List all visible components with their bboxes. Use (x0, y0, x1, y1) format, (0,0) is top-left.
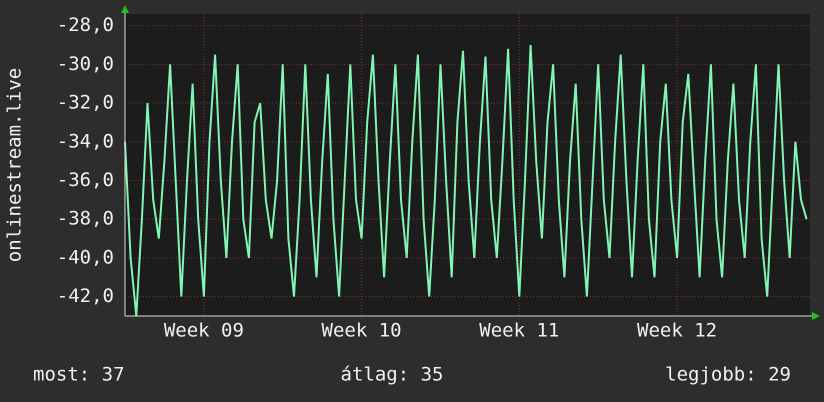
y-tick-label: -34,0 (57, 130, 114, 152)
stat-current: most: 37 (33, 364, 125, 386)
x-tick-label: Week 10 (322, 320, 402, 342)
y-tick-label: -42,0 (57, 285, 114, 307)
x-arrow (812, 312, 820, 320)
y-axis-label: onlinestream.live (4, 68, 26, 262)
data-line (124, 44, 808, 317)
y-arrow (121, 5, 129, 13)
marks (124, 44, 808, 317)
y-tick-label: -38,0 (57, 208, 114, 230)
x-tick-label: Week 12 (637, 320, 717, 342)
y-tick-label: -40,0 (57, 246, 114, 268)
y-tick-label: -30,0 (57, 53, 114, 75)
stat-average: átlag: 35 (341, 364, 444, 386)
y-tick-label: -32,0 (57, 92, 114, 114)
y-tick-label: -36,0 (57, 169, 114, 191)
stat-best: legjobb: 29 (665, 364, 791, 386)
x-tick-label: Week 11 (479, 320, 559, 342)
y-tick-label: -28,0 (57, 14, 114, 36)
x-tick-label: Week 09 (164, 320, 244, 342)
grid (125, 14, 810, 316)
